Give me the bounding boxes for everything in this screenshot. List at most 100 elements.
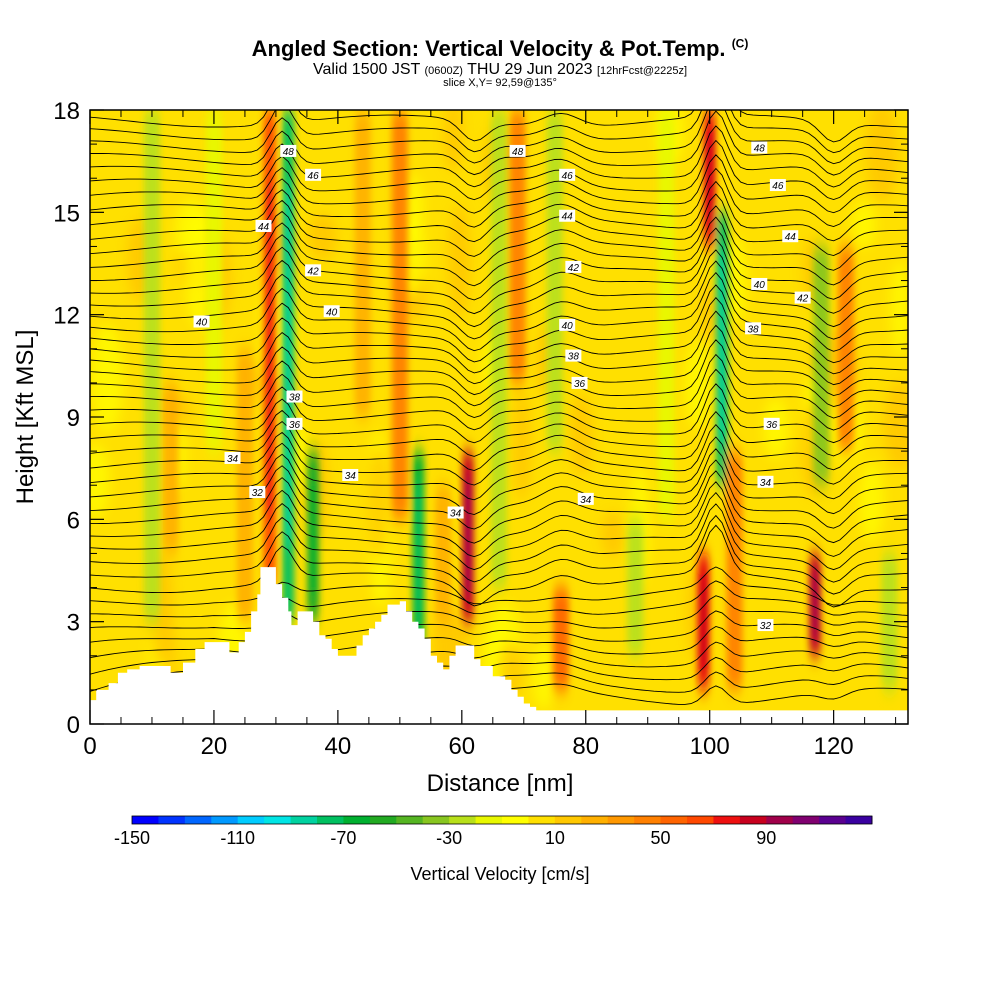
valid-time-line: Valid 1500 JST (0600Z) THU 29 Jun 2023 [… — [0, 61, 1000, 79]
colorbar-swatch — [819, 816, 847, 824]
colorbar-tick-label: 10 — [545, 828, 565, 848]
isentrope-line — [90, 205, 908, 272]
isentrope-line — [90, 249, 908, 328]
colorbar-tick-label: 50 — [651, 828, 671, 848]
velocity-streak — [546, 110, 563, 452]
isentrope-line — [90, 470, 908, 544]
velocity-streak-core — [465, 476, 472, 597]
isentrope-label: 48 — [512, 147, 524, 158]
velocity-streak — [627, 519, 644, 656]
slice-info: slice X,Y= 92,59@135° — [443, 77, 557, 89]
isentrope-line — [90, 167, 908, 228]
isentrope-line — [90, 595, 908, 629]
isentrope-line — [90, 193, 908, 257]
velocity-texture-blob — [512, 389, 532, 502]
velocity-streak — [354, 110, 371, 417]
isentrope-label: 36 — [766, 420, 778, 431]
isentrope-label: 38 — [289, 393, 301, 404]
isentrope-line — [90, 459, 908, 530]
colorbar-swatch — [554, 816, 582, 824]
isentrope-label: 44 — [258, 222, 270, 233]
isentrope-label-bg — [249, 486, 266, 499]
isentrope-line — [90, 110, 908, 165]
velocity-texture-blob — [532, 641, 555, 711]
colorbar-tick-label: -70 — [330, 828, 356, 848]
isentrope-label-bg — [193, 315, 210, 328]
x-tick-label: 20 — [201, 733, 228, 760]
colorbar-tick-label: -110 — [220, 828, 255, 848]
velocity-texture-blob — [601, 511, 625, 558]
y-tick-label: 15 — [53, 200, 80, 227]
colorbar-swatch — [581, 816, 609, 824]
colorbar-swatch — [184, 816, 212, 824]
isentrope-label: 40 — [196, 317, 208, 328]
isentrope-label-bg — [794, 291, 811, 304]
isentrope-line — [90, 110, 908, 176]
isentrope-label: 48 — [283, 147, 295, 158]
isentrope-line — [90, 125, 908, 188]
isentrope-label: 44 — [785, 232, 797, 243]
isentrope-label: 38 — [748, 324, 760, 335]
isentrope-label-bg — [224, 451, 241, 464]
isentrope-label: 34 — [760, 478, 772, 489]
colorbar-swatch — [422, 816, 450, 824]
terrain — [90, 567, 908, 724]
isentrope-labels: 48 48 48 46 46 46 44 44 44 42 42 42 40 40 40 40 38 38 38 36… — [193, 141, 811, 632]
velocity-streak — [552, 587, 569, 690]
velocity-texture-blob — [865, 110, 899, 203]
x-axis-label: Distance [nm] — [427, 770, 574, 797]
colorbar-swatch — [792, 816, 820, 824]
valid-date: THU 29 Jun 2023 — [467, 61, 593, 78]
velocity-streak — [509, 110, 526, 383]
isentrope-label-bg — [763, 417, 780, 430]
isentrope-label: 36 — [289, 420, 301, 431]
isentrope-label-bg — [305, 168, 322, 181]
isentrope-line — [90, 397, 908, 457]
isentrope-label-bg — [565, 260, 582, 273]
colorbar-tick-label: -30 — [436, 828, 462, 848]
isentrope-label: 42 — [797, 294, 809, 305]
y-axis-label: Height [Kft MSL] — [12, 330, 39, 505]
colorbar-swatch — [634, 816, 662, 824]
isentrope-line — [90, 216, 908, 287]
isentrope-line — [90, 227, 908, 301]
isentrope-line — [90, 481, 908, 558]
isentrope-label-bg — [255, 219, 272, 232]
isentrope-line — [90, 411, 908, 471]
isentrope-label: 46 — [562, 171, 574, 182]
isentrope-line — [90, 503, 908, 583]
x-tick-label: 120 — [814, 733, 854, 760]
y-tick-label: 12 — [53, 303, 80, 330]
velocity-texture-blob — [447, 204, 471, 319]
colorbar-swatch — [687, 816, 714, 824]
velocity-texture-blob — [858, 461, 884, 542]
isentrope-line — [90, 580, 908, 618]
isentrope-line — [90, 297, 908, 375]
isentrope-line — [90, 272, 908, 352]
isentrope-label-bg — [559, 168, 576, 181]
isentrope-label-bg — [323, 305, 340, 318]
chart-title-main: Angled Section: Vertical Velocity & Pot.… — [251, 36, 726, 61]
isentrope-line — [90, 514, 908, 595]
colorbar-swatch — [766, 816, 794, 824]
isentrope-label: 42 — [568, 263, 580, 274]
isentrope-label-bg — [280, 144, 297, 157]
colorbar-swatch — [396, 816, 424, 824]
velocity-texture-blob — [403, 174, 424, 243]
isentrope-label-bg — [509, 144, 526, 157]
x-tick-label: 0 — [83, 733, 96, 760]
y-tick-label: 9 — [67, 405, 80, 432]
isentrope-line — [90, 492, 908, 571]
isentrope-line — [90, 448, 908, 515]
isentrope-label: 34 — [580, 495, 592, 506]
isentrope-label: 32 — [760, 621, 772, 632]
isentrope-line — [90, 324, 908, 396]
isentrope-label: 46 — [308, 171, 320, 182]
isentrope-line — [90, 180, 908, 243]
isentrope-line — [90, 238, 908, 315]
colorbar-swatch — [264, 816, 292, 824]
isentrope-label-bg — [769, 179, 786, 192]
isentrope-label: 42 — [308, 266, 320, 277]
colorbar-label: Vertical Velocity [cm/s] — [410, 864, 589, 884]
